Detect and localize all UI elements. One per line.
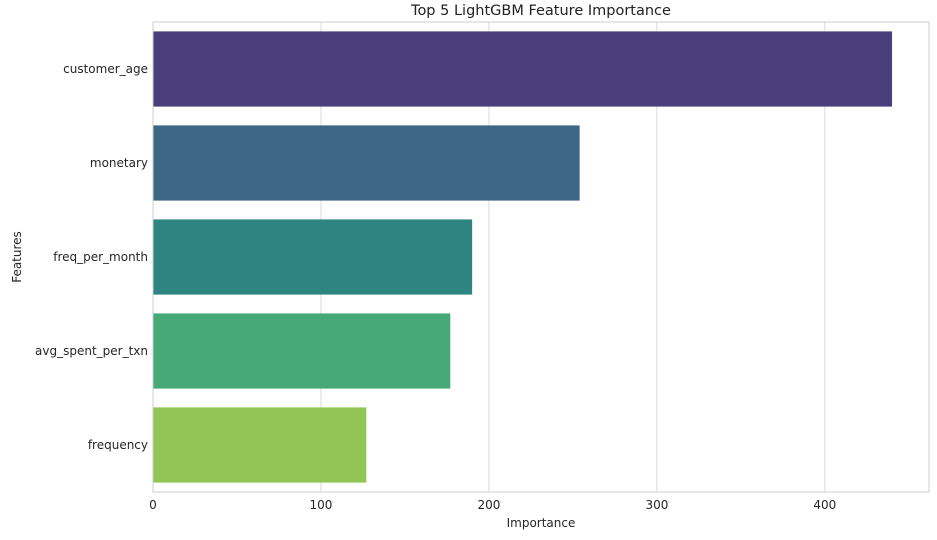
x-tick-label: 100 bbox=[310, 498, 333, 512]
x-tick-label: 0 bbox=[149, 498, 157, 512]
bar-frequency bbox=[153, 407, 367, 483]
bar-monetary bbox=[153, 125, 580, 201]
y-tick-label: customer_age bbox=[63, 62, 148, 76]
x-tick-label: 200 bbox=[477, 498, 500, 512]
x-tick-label: 300 bbox=[645, 498, 668, 512]
x-tick-label: 400 bbox=[813, 498, 836, 512]
x-axis-label: Importance bbox=[507, 516, 576, 530]
chart-title: Top 5 LightGBM Feature Importance bbox=[410, 3, 671, 19]
y-tick-label: freq_per_month bbox=[53, 250, 148, 264]
y-axis-label: Features bbox=[10, 231, 24, 283]
bar-freq-per-month bbox=[153, 219, 473, 295]
x-tick-labels: 0 100 200 300 400 bbox=[149, 498, 836, 512]
plot-frame bbox=[152, 21, 930, 493]
y-tick-label: frequency bbox=[88, 438, 148, 452]
bar-customer-age bbox=[153, 31, 893, 107]
y-tick-labels: customer_age monetary freq_per_month avg_sp… bbox=[35, 62, 148, 452]
bars bbox=[153, 31, 893, 483]
y-tick-label: avg_spent_per_txn bbox=[35, 344, 148, 358]
bar-avg-spent-per-txn bbox=[153, 313, 451, 389]
y-tick-label: monetary bbox=[90, 156, 148, 170]
